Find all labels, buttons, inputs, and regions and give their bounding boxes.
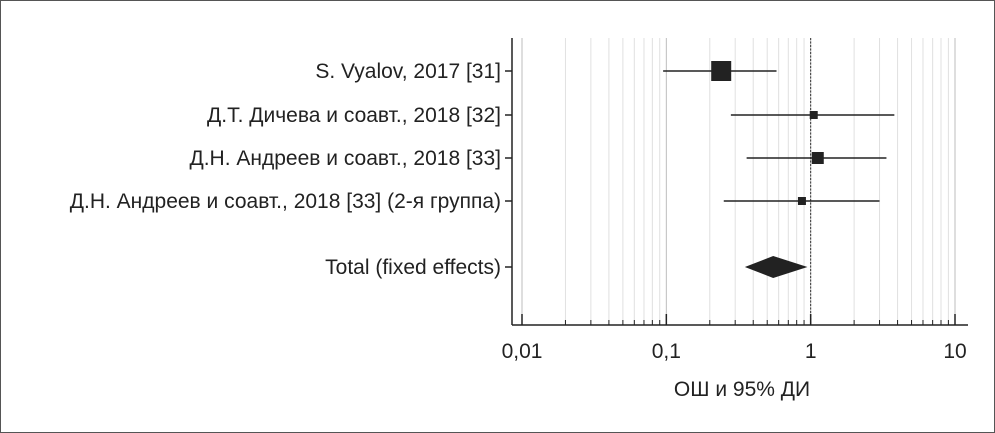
study-row: Д.Т. Дичева и соавт., 2018 [32] [207,104,895,127]
tick-label: 1 [805,340,817,363]
tick-label: 0,1 [652,340,681,363]
study-row: S. Vyalov, 2017 [31] [315,60,777,83]
point-estimate [711,61,732,81]
study-label: Д.Н. Андреев и соавт., 2018 [33] [189,147,501,170]
study-label: S. Vyalov, 2017 [31] [315,60,501,83]
study-label: Д.Т. Дичева и соавт., 2018 [32] [207,104,501,127]
tick-label: 0,01 [502,340,543,363]
total-label: Total (fixed effects) [325,256,501,279]
tick-label: 10 [943,340,966,363]
grid-lines [521,38,956,325]
x-axis-title: ОШ и 95% ДИ [674,378,810,401]
point-estimate [797,197,806,205]
study-row: Д.Н. Андреев и соавт., 2018 [33] [189,147,887,170]
x-ticks: 0,01 0,1 1 10 [502,314,967,363]
study-rows: S. Vyalov, 2017 [31] Д.Т. Дичева и соавт.… [70,60,895,213]
point-estimate [811,152,824,164]
point-estimate [809,111,818,119]
study-label: Д.Н. Андреев и соавт., 2018 [33] (2-я гр… [70,190,501,213]
total-diamond [744,256,808,278]
total-row: Total (fixed effects) [325,256,808,279]
study-row: Д.Н. Андреев и соавт., 2018 [33] (2-я гр… [70,190,880,213]
